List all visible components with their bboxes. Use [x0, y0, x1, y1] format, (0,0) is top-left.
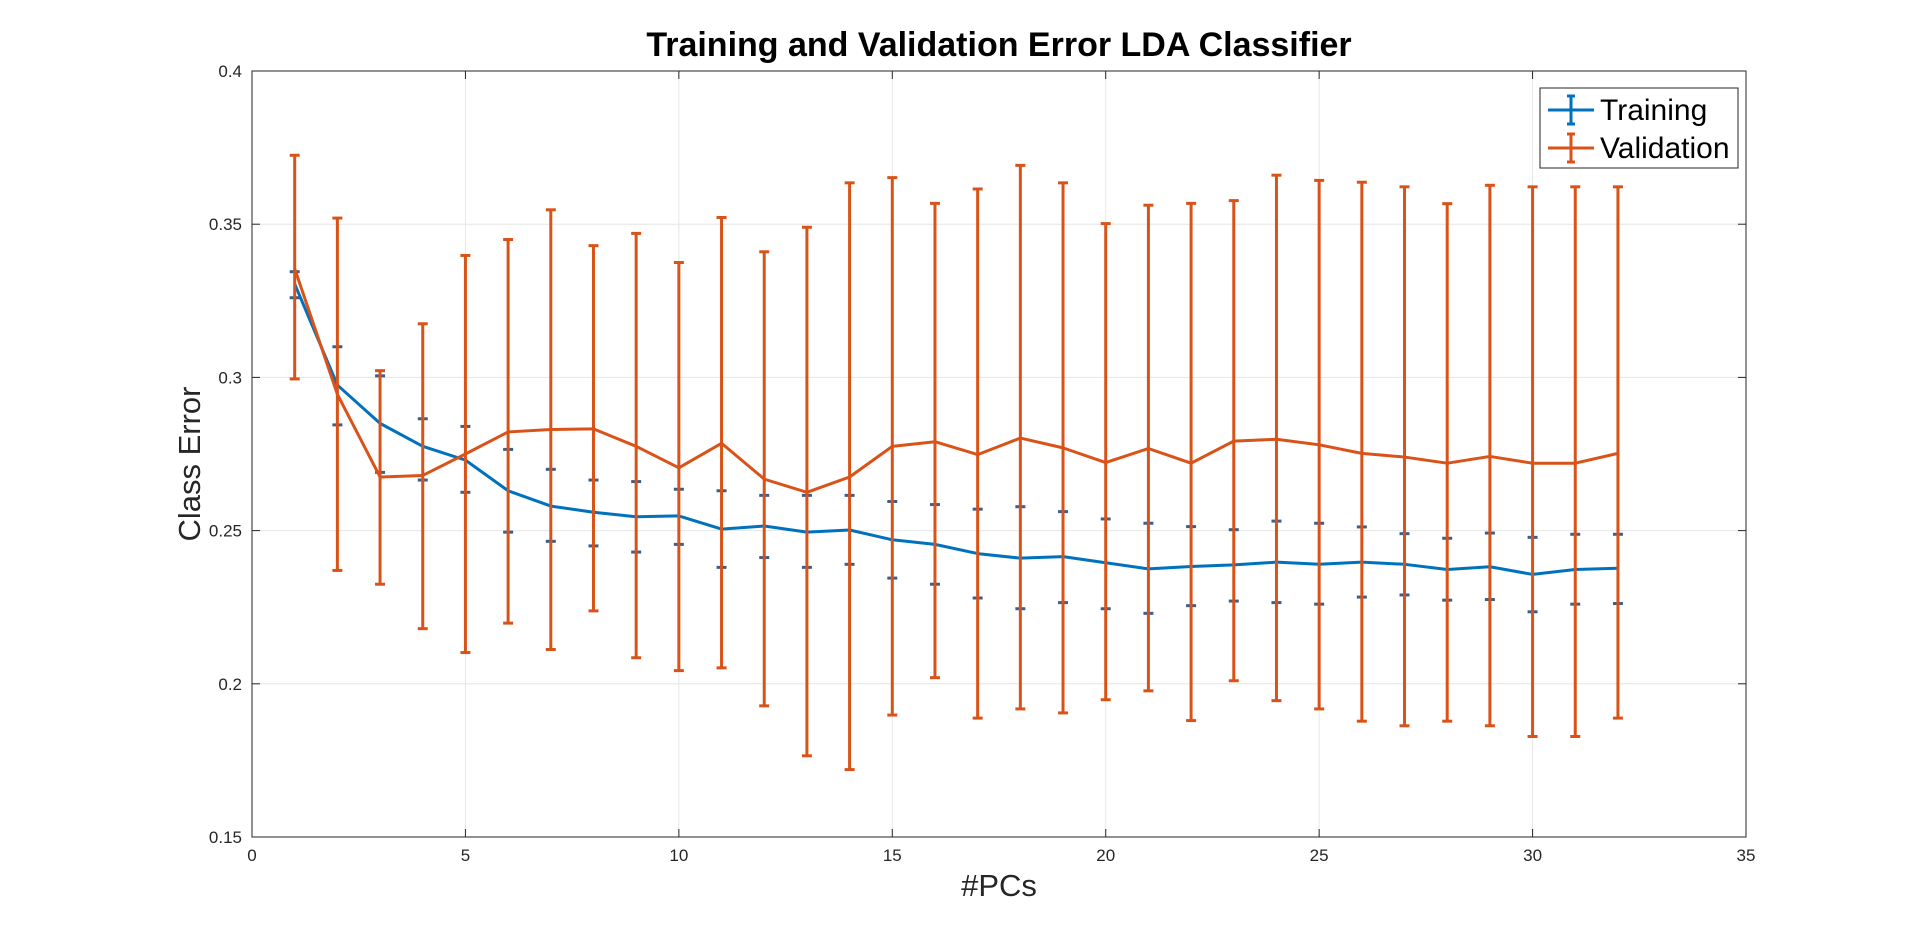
- legend-box: [1539, 87, 1739, 169]
- y-tick-label: 0.4: [218, 62, 242, 81]
- axis-ticks: 0 5 10 15 20 25 30 35 0.15 0.2 0.25 0.3 0.35 0.4: [209, 62, 1756, 865]
- legend-symbol-validation: [1548, 132, 1594, 164]
- grid-lines: [252, 71, 1746, 837]
- legend-label-training: Training: [1600, 94, 1707, 127]
- training-line: [293, 283, 1618, 576]
- x-tick-label: 0: [247, 846, 256, 865]
- x-tick-label: 30: [1523, 846, 1542, 865]
- y-tick-label: 0.3: [218, 368, 242, 387]
- validation-line: [293, 268, 1619, 494]
- axes-box: [251, 70, 1747, 838]
- legend-label-validation: Validation: [1600, 132, 1730, 165]
- legend: Training Validation: [1539, 87, 1739, 169]
- plot-series: [289, 153, 1623, 772]
- x-tick-label: 25: [1310, 846, 1329, 865]
- y-axis-label: Class Error: [172, 386, 207, 541]
- validation-error-bar: [1527, 185, 1538, 739]
- validation-error-bar: [1612, 185, 1623, 720]
- validation-error-bar: [289, 153, 300, 381]
- x-tick-label: 15: [883, 846, 902, 865]
- y-tick-label: 0.15: [209, 828, 242, 847]
- legend-symbol-training: [1548, 94, 1594, 126]
- x-tick-label: 5: [461, 846, 470, 865]
- x-axis-label: #PCs: [961, 868, 1037, 903]
- y-tick-label: 0.35: [209, 215, 242, 234]
- y-tick-label: 0.25: [209, 522, 242, 541]
- x-tick-label: 35: [1737, 846, 1756, 865]
- validation-error-bar: [1356, 180, 1367, 723]
- series-validation: [289, 153, 1623, 772]
- x-tick-label: 10: [669, 846, 688, 865]
- y-tick-label: 0.2: [218, 675, 242, 694]
- chart-title: Training and Validation Error LDA Classi…: [646, 26, 1351, 64]
- x-tick-label: 20: [1096, 846, 1115, 865]
